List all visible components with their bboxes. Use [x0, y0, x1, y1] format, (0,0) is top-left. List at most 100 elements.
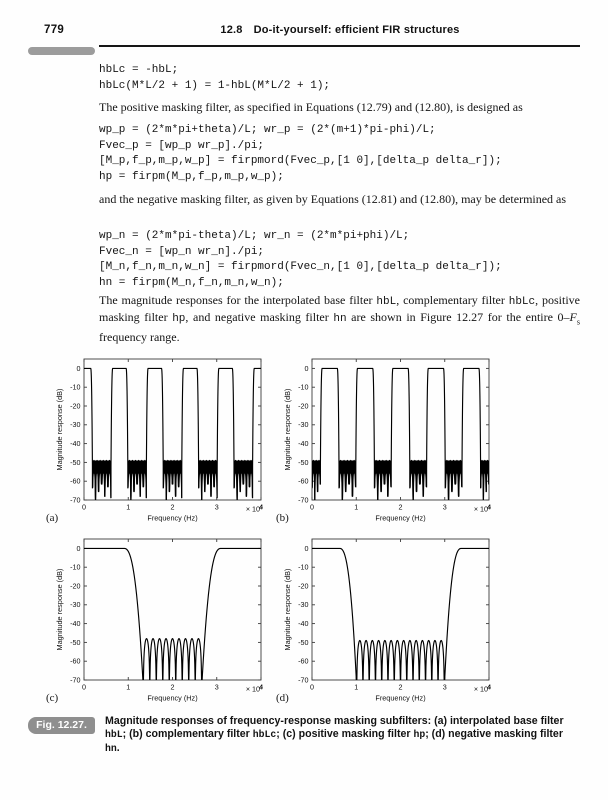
y-tick-label: -30: [70, 420, 80, 429]
y-tick-label: 0: [77, 544, 81, 553]
y-tick-label: -50: [298, 638, 308, 647]
y-tick-label: -60: [70, 477, 80, 486]
x-tick-label: 1: [126, 683, 130, 692]
y-tick-label: -50: [70, 638, 80, 647]
magnitude-response-plot-c: 0 1 2 3 4 0 -10 -20 -30 -40 -50 -60 -70 Magnitude res…: [54, 535, 276, 710]
x-tick-label: 3: [215, 503, 219, 512]
code-line: wp_p = (2*m*pi+theta)/L; wr_p = (2*(m+1)…: [99, 124, 436, 136]
y-tick-label: -30: [298, 600, 308, 609]
header-rule: [99, 45, 580, 47]
section-header: 12.8 Do-it-yourself: efficient FIR struct…: [80, 24, 600, 36]
y-tick-label: -20: [70, 401, 80, 410]
text-segment: hbL: [376, 296, 397, 308]
code-line: wp_n = (2*m*pi-theta)/L; wr_n = (2*m*pi+…: [99, 230, 410, 242]
response-curve: [312, 367, 489, 500]
stopband-ink: [312, 460, 321, 500]
text-segment: ; (b) complementary filter: [122, 728, 253, 741]
y-axis-label: Magnitude response (dB): [283, 389, 292, 471]
panel-label-a: (a): [46, 512, 59, 524]
y-tick-label: -10: [70, 383, 80, 392]
text-segment: The magnitude responses for the interpol…: [99, 293, 377, 307]
panel-label-b: (b): [276, 512, 289, 524]
text-segment: , positive masking filter: [99, 293, 580, 325]
y-tick-label: -40: [298, 439, 308, 448]
x-tick-label: 2: [171, 683, 175, 692]
text-segment: frequency range.: [99, 329, 180, 344]
code-line: [M_p,f_p,m_p,w_p] = firpmord(Fvec_p,[1 0…: [99, 155, 502, 167]
text-segment: and the negative masking filter, as give…: [99, 192, 567, 206]
y-tick-label: -10: [70, 563, 80, 572]
y-tick-label: -50: [70, 458, 80, 467]
text-segment: hn: [333, 313, 347, 326]
y-tick-label: -60: [298, 657, 308, 666]
y-tick-label: -30: [298, 420, 308, 429]
y-tick-label: -10: [298, 563, 308, 572]
stopband-ink: [338, 460, 356, 500]
response-curve: [84, 547, 261, 680]
text-segment: , complementary filter: [396, 293, 509, 307]
y-tick-label: -10: [298, 383, 308, 392]
y-tick-label: -20: [70, 581, 80, 590]
paragraph-negative-intro: and the negative masking filter, as give…: [99, 192, 580, 207]
x-tick-label: 4: [487, 683, 491, 692]
x-axis-multiplier: × 104: [246, 505, 263, 514]
code-line: hbLc = -hbL;: [99, 64, 179, 76]
y-tick-label: 0: [77, 364, 81, 373]
y-tick-label: 0: [305, 364, 309, 373]
stopband-ink: [92, 460, 111, 500]
text-segment: hbLc: [252, 729, 277, 741]
stopband-ink: [198, 460, 218, 500]
paragraph-figure-intro: The magnitude responses for the interpol…: [99, 293, 580, 345]
text-segment: hp: [413, 729, 426, 741]
stopband-ink: [480, 460, 489, 500]
stopband-ink: [409, 460, 427, 500]
panel-label-c: (c): [46, 692, 59, 704]
paragraph-positive-intro: The positive masking filter, as specifie…: [99, 100, 580, 115]
text-segment: Magnitude responses of frequency-respons…: [105, 715, 564, 727]
x-tick-label: 4: [259, 683, 263, 692]
y-tick-label: -70: [298, 495, 308, 504]
x-axis-multiplier: × 104: [474, 505, 491, 514]
magnitude-response-plot-b: 0 1 2 3 4 0 -10 -20 -30 -40 -50 -60 -70 Magnitude res…: [282, 355, 504, 530]
x-tick-label: 0: [310, 683, 314, 692]
text-segment: hn: [105, 742, 117, 754]
text-segment: ; (c) positive masking filter: [276, 728, 414, 741]
stopband-ink: [163, 460, 182, 500]
code-line: [M_n,f_n,m_n,w_n] = firpmord(Fvec_n,[1 0…: [99, 261, 502, 273]
text-segment: , and negative masking filter: [185, 310, 334, 325]
magnitude-response-plot-d: 0 1 2 3 4 0 -10 -20 -30 -40 -50 -60 -70 Magnitude res…: [282, 535, 504, 710]
code-line: Fvec_p = [wp_p wr_p]./pi;: [99, 139, 265, 152]
y-tick-label: -30: [70, 600, 80, 609]
x-tick-label: 3: [215, 683, 219, 692]
x-tick-label: 0: [82, 503, 86, 512]
x-tick-label: 4: [259, 503, 263, 512]
x-tick-label: 1: [354, 503, 358, 512]
text-segment: are shown in Figure 12.27 for the entire…: [346, 310, 570, 325]
x-axis-label: Frequency (Hz): [375, 514, 425, 523]
code-block-positive: wp_p = (2*m*pi+theta)/L; wr_p = (2*(m+1)…: [99, 123, 502, 185]
figure-caption: Magnitude responses of frequency-respons…: [105, 715, 579, 755]
code-line: hp = firpm(M_p,f_p,m_p,w_p);: [99, 170, 284, 183]
code-line: hbLc(M*L/2 + 1) = 1-hbL(M*L/2 + 1);: [99, 79, 331, 92]
section-title: Do-it-yourself: efficient FIR structures: [253, 24, 460, 36]
x-tick-label: 4: [487, 503, 491, 512]
x-tick-label: 2: [171, 503, 175, 512]
y-tick-label: -70: [298, 675, 308, 684]
text-segment: s: [576, 317, 581, 327]
y-tick-label: -70: [70, 495, 80, 504]
y-tick-label: -60: [298, 477, 308, 486]
text-segment: The positive masking filter, as specifie…: [99, 100, 523, 114]
x-axis-label: Frequency (Hz): [147, 514, 197, 523]
figure-number-badge: Fig. 12.27.: [28, 717, 95, 734]
y-tick-label: -20: [298, 581, 308, 590]
y-axis-label: Magnitude response (dB): [283, 569, 292, 651]
stopband-ink: [234, 460, 253, 500]
text-segment: hp: [172, 313, 186, 326]
x-tick-label: 2: [399, 683, 403, 692]
y-tick-label: -50: [298, 458, 308, 467]
y-tick-label: -40: [70, 619, 80, 628]
response-curve: [312, 547, 489, 680]
x-tick-label: 1: [126, 503, 130, 512]
section-number: 12.8: [220, 24, 243, 36]
